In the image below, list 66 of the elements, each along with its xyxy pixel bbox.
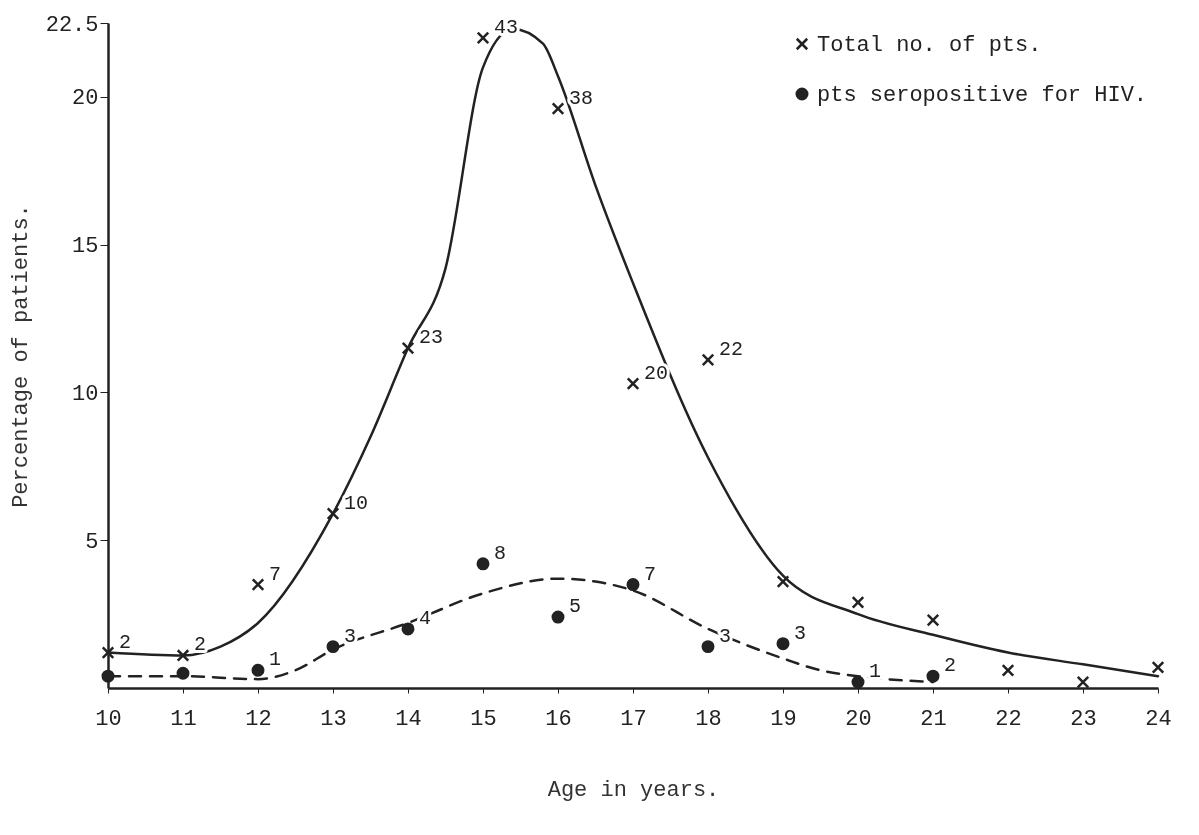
point — [401, 341, 415, 355]
x-tick-label: 10 — [95, 706, 122, 732]
x-tick-label: 16 — [545, 706, 572, 732]
x-tick-label: 22 — [995, 706, 1022, 732]
legend-label: pts seropositive for HIV. — [817, 83, 1148, 108]
x-tick-label: 15 — [470, 706, 497, 732]
annotation: 1 — [869, 660, 882, 684]
point — [1076, 675, 1090, 689]
annotation: 3 — [344, 624, 357, 648]
point — [626, 578, 640, 592]
point — [851, 595, 865, 609]
annotation: 20 — [644, 361, 669, 385]
point — [926, 669, 940, 683]
point — [701, 353, 715, 367]
point — [551, 102, 565, 116]
annotation: 2 — [944, 654, 957, 678]
y-tick-label: 10 — [72, 381, 99, 407]
x-tick-label: 13 — [320, 706, 347, 732]
point — [101, 646, 115, 660]
x-tick-label: 18 — [695, 706, 722, 732]
annotation: 2 — [119, 630, 132, 654]
annotation: 8 — [494, 541, 507, 565]
annotation: 7 — [644, 562, 657, 586]
x-tick-label: 24 — [1145, 706, 1172, 732]
point — [851, 675, 865, 689]
point — [551, 610, 565, 624]
point — [476, 557, 490, 571]
x-tick-label: 11 — [170, 706, 197, 732]
y-tick-label: 5 — [85, 529, 99, 555]
point — [1001, 663, 1015, 677]
point — [251, 578, 265, 592]
annotation: 22 — [719, 337, 744, 361]
point — [926, 613, 940, 627]
point — [701, 640, 715, 654]
annotation: 7 — [269, 562, 282, 586]
point — [776, 575, 790, 589]
point — [626, 377, 640, 391]
point — [176, 648, 190, 662]
annotation: 10 — [344, 491, 369, 515]
point — [1151, 660, 1165, 674]
point — [476, 31, 490, 45]
x-tick-label: 17 — [620, 706, 647, 732]
x-tick-label: 12 — [245, 706, 272, 732]
x-tick-label: 23 — [1070, 706, 1097, 732]
x-tick-label: 20 — [845, 706, 872, 732]
x-tick-label: 14 — [395, 706, 422, 732]
point — [326, 507, 340, 521]
annotation: 38 — [569, 86, 594, 110]
x-tick-label: 21 — [920, 706, 947, 732]
annotation: 1 — [269, 648, 282, 672]
y-axis-title: Percentage of patients. — [8, 204, 34, 508]
point — [776, 637, 790, 651]
y-tick-label: 20 — [72, 86, 99, 112]
x-axis-title: Age in years. — [547, 777, 720, 803]
annotation: 4 — [419, 606, 432, 630]
annotation: 3 — [719, 624, 732, 648]
point — [251, 663, 265, 677]
x-tick-label: 19 — [770, 706, 797, 732]
y-tick-label: 22.5 — [45, 12, 99, 38]
point — [401, 622, 415, 636]
y-tick-label: 15 — [72, 234, 99, 260]
annotation: 5 — [569, 595, 582, 619]
annotation: 3 — [794, 621, 807, 645]
annotation: 2 — [194, 633, 207, 657]
legend-label: Total no. of pts. — [817, 33, 1042, 58]
annotation: 23 — [419, 326, 444, 350]
